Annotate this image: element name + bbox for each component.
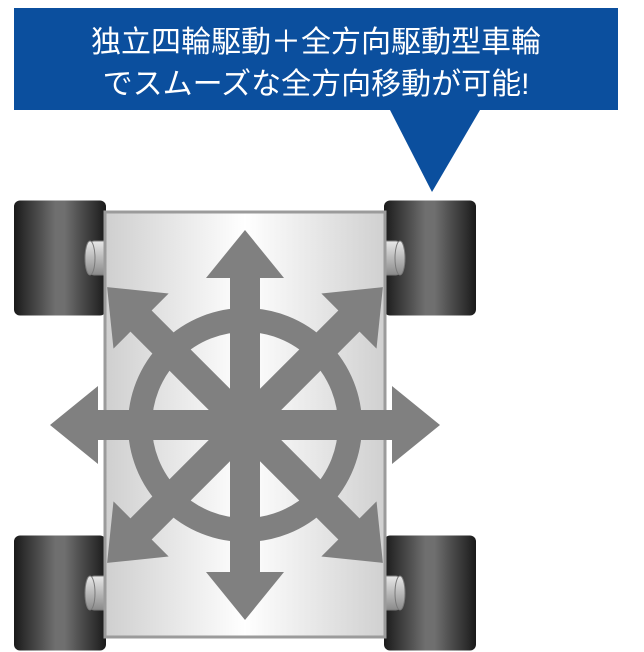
callout-line-1: 独立四輪駆動＋全方向駆動型車輪 [91, 26, 541, 59]
callout-line-2: でスムーズな全方向移動が可能! [103, 68, 530, 101]
omnidirectional-arrows-icon [50, 230, 440, 620]
callout-box: 独立四輪駆動＋全方向駆動型車輪 でスムーズな全方向移動が可能! [14, 8, 618, 110]
callout-text: 独立四輪駆動＋全方向駆動型車輪 でスムーズな全方向移動が可能! [28, 22, 604, 106]
callout-tail [390, 110, 480, 192]
